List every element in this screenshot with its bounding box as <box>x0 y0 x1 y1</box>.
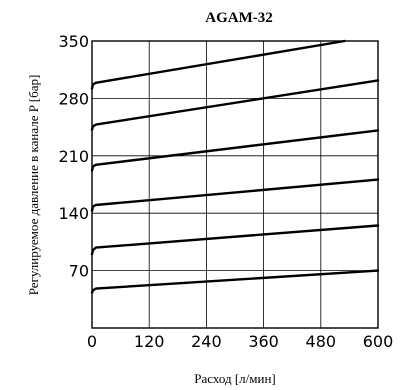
pressure-curve-1 <box>90 269 380 294</box>
pressure-curve-3 <box>90 178 380 212</box>
pressure-curves <box>90 39 380 294</box>
x-tick-label: 0 <box>87 332 97 351</box>
chart-title: AGAM-32 <box>205 10 273 26</box>
pressure-curve-6 <box>90 39 346 90</box>
pressure-curve-4 <box>90 129 380 172</box>
plot-frame <box>91 40 379 329</box>
x-tick-label: 240 <box>191 332 222 351</box>
y-tick-label: 70 <box>69 262 89 281</box>
y-axis-ticks: 70 140 210 280 350 <box>58 32 89 281</box>
y-tick-label: 140 <box>58 204 89 223</box>
x-axis-label: Расход [л/мин] <box>194 371 276 386</box>
y-axis-label: Регулируемое давление в канале P [бар] <box>26 75 41 296</box>
x-tick-label: 600 <box>363 332 394 351</box>
y-tick-label: 210 <box>58 147 89 166</box>
pressure-curve-2 <box>90 224 380 256</box>
pressure-curve-5 <box>90 79 380 131</box>
x-axis-ticks: 0 120 240 360 480 600 <box>87 332 393 351</box>
y-tick-label: 280 <box>58 89 89 108</box>
y-tick-label: 350 <box>58 32 89 51</box>
x-tick-label: 360 <box>248 332 279 351</box>
x-tick-label: 120 <box>134 332 165 351</box>
x-tick-label: 480 <box>306 332 337 351</box>
